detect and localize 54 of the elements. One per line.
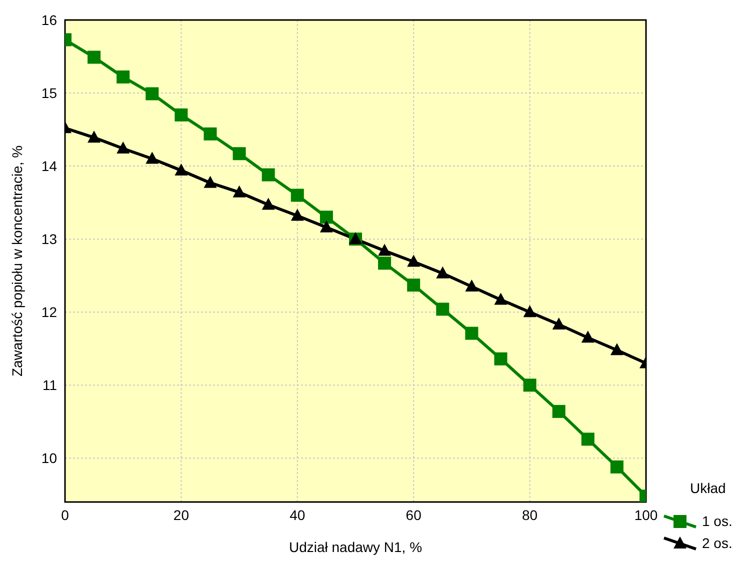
point [407, 254, 420, 267]
point [436, 302, 450, 316]
y-axis-title: Zawartość popiołu w koncentracie, % [8, 145, 25, 377]
legend-label: 2 os. [702, 535, 732, 551]
point [552, 404, 566, 418]
point [146, 152, 159, 164]
point [494, 352, 508, 366]
y-tick-label: 16 [41, 12, 58, 28]
x-tick-label: 60 [406, 506, 422, 523]
point [204, 176, 217, 188]
point [581, 432, 594, 446]
x-tick-label: 20 [173, 506, 190, 523]
point [552, 318, 566, 330]
point [116, 142, 130, 154]
point [232, 185, 246, 198]
y-tick-label: 10 [41, 450, 58, 466]
point [407, 278, 420, 292]
x-tick-label: 0 [61, 506, 70, 523]
y-tick-label: 11 [42, 377, 58, 394]
point [610, 343, 624, 356]
point [174, 108, 188, 122]
point [581, 330, 594, 343]
point [232, 147, 246, 160]
x-axis-title: Udział nadawy N1, % [288, 539, 422, 555]
x-tick-label: 40 [290, 506, 306, 523]
point [494, 292, 508, 305]
point [378, 256, 392, 270]
point [116, 70, 130, 84]
point [436, 266, 450, 278]
point [378, 244, 392, 256]
point [88, 130, 101, 143]
point [262, 198, 275, 210]
point [465, 326, 478, 340]
point [88, 50, 101, 64]
x-tick-label: 80 [522, 506, 538, 523]
point [146, 87, 159, 100]
point [523, 305, 536, 318]
point [465, 280, 478, 292]
point [610, 460, 624, 474]
y-tick-label: 13 [41, 231, 58, 248]
legend-title: Układ [690, 480, 727, 496]
point [320, 210, 333, 224]
y-tick-label: 12 [41, 304, 58, 320]
point [290, 188, 304, 202]
y-tick-label: 15 [41, 85, 58, 101]
point [174, 163, 188, 176]
point [320, 220, 333, 232]
y-tick-label: 14 [41, 158, 58, 174]
legend-label: 1 os. [702, 513, 732, 529]
x-tick-label: 100 [634, 506, 658, 523]
point [290, 208, 304, 221]
point [262, 168, 275, 182]
point [523, 378, 536, 392]
point [204, 127, 217, 140]
